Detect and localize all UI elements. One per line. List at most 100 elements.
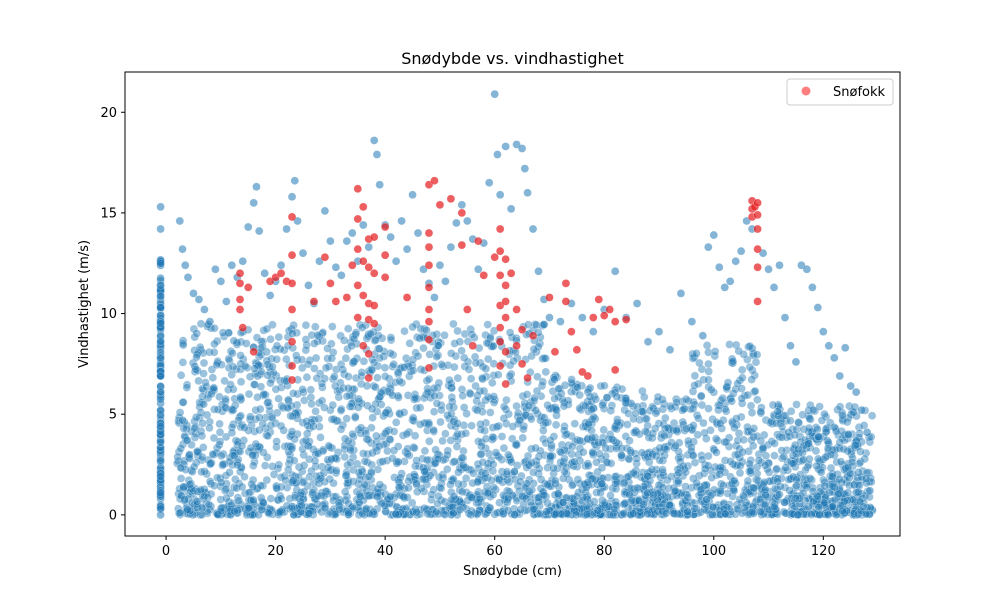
scatter-point — [734, 346, 743, 356]
snofokk-point — [353, 244, 363, 254]
scatter-point — [272, 484, 282, 493]
scatter-point — [823, 444, 833, 453]
scatter-point — [183, 505, 192, 514]
scatter-point — [674, 468, 684, 478]
scatter-point — [205, 317, 215, 326]
scatter-point — [756, 507, 765, 517]
scatter-point — [729, 486, 739, 495]
scatter-point — [245, 372, 255, 382]
scatter-point — [408, 190, 417, 200]
scatter-point — [225, 468, 234, 477]
scatter-point — [524, 401, 534, 411]
scatter-point — [671, 441, 680, 451]
scatter-point — [856, 457, 865, 467]
scatter-point — [761, 490, 770, 500]
scatter-point — [195, 413, 204, 422]
scatter-point — [313, 449, 323, 458]
snofokk-point — [512, 341, 521, 351]
scatter-point — [367, 365, 377, 375]
snofokk-point — [380, 273, 390, 282]
scatter-point — [213, 405, 223, 414]
scatter-point — [408, 413, 418, 423]
scatter-point — [440, 331, 449, 340]
scatter-point — [730, 476, 739, 485]
scatter-point — [571, 510, 581, 520]
scatter-point — [578, 313, 587, 322]
scatter-point — [206, 459, 215, 468]
scatter-point — [452, 218, 461, 228]
scatter-point — [433, 341, 443, 350]
scatter-point — [314, 414, 324, 424]
scatter-point — [227, 370, 236, 379]
scatter-point — [501, 142, 510, 151]
snofokk-point — [353, 214, 363, 224]
scatter-point — [844, 430, 853, 439]
scatter-point — [851, 387, 861, 397]
scatter-point — [595, 449, 604, 458]
scatter-point — [386, 333, 396, 342]
scatter-point — [538, 377, 548, 387]
scatter-point — [227, 405, 237, 414]
scatter-point — [865, 486, 875, 495]
snofokk-point — [369, 319, 379, 328]
scatter-point — [690, 504, 699, 513]
scatter-point — [687, 317, 697, 326]
dense-scatter-cloud — [156, 255, 877, 520]
scatter-point — [189, 462, 199, 472]
scatter-point — [175, 216, 185, 226]
scatter-point — [471, 358, 481, 368]
scatter-point — [249, 380, 259, 389]
scatter-point — [828, 482, 838, 491]
scatter-point — [660, 443, 669, 453]
scatter-point — [339, 336, 349, 345]
scatter-point — [600, 500, 610, 510]
scatter-point — [386, 492, 395, 501]
scatter-point — [249, 461, 258, 470]
scatter-point — [466, 510, 475, 520]
scatter-point — [667, 404, 676, 413]
scatter-point — [694, 491, 704, 500]
x-tick-label: 100 — [701, 544, 726, 559]
snofokk-point — [468, 341, 478, 351]
scatter-point — [801, 473, 810, 483]
scatter-point — [582, 509, 592, 519]
scatter-point — [704, 367, 713, 376]
x-tick-label: 80 — [596, 544, 613, 559]
scatter-point — [156, 456, 165, 465]
scatter-point — [182, 421, 192, 430]
scatter-point — [556, 317, 565, 326]
scatter-point — [156, 273, 165, 283]
scatter-point — [808, 283, 817, 292]
snofokk-point — [517, 325, 527, 334]
scatter-point — [760, 499, 770, 509]
scatter-point — [224, 385, 233, 394]
scatter-point — [658, 465, 667, 474]
snofokk-point — [561, 297, 571, 306]
snofokk-point — [287, 279, 297, 288]
scatter-point — [287, 444, 297, 454]
scatter-point — [731, 441, 741, 451]
scatter-point — [478, 457, 488, 467]
scatter-point — [430, 293, 439, 302]
scatter-point — [560, 467, 569, 476]
scatter-point — [375, 480, 385, 489]
scatter-point — [843, 462, 853, 472]
scatter-point — [793, 444, 803, 454]
scatter-point — [665, 345, 675, 355]
scatter-point — [384, 374, 394, 383]
scatter-point — [318, 328, 328, 337]
scatter-point — [509, 356, 518, 366]
scatter-point — [234, 496, 244, 506]
scatter-point — [696, 391, 706, 401]
scatter-point — [192, 352, 201, 362]
scatter-point — [335, 505, 344, 514]
scatter-point — [450, 339, 459, 348]
scatter-point — [813, 492, 822, 501]
scatter-point — [750, 386, 760, 396]
scatter-point — [785, 486, 794, 495]
scatter-point — [593, 506, 603, 515]
scatter-point — [488, 378, 497, 388]
scatter-point — [436, 417, 445, 427]
snofokk-point — [424, 317, 434, 326]
scatter-point — [292, 355, 302, 365]
